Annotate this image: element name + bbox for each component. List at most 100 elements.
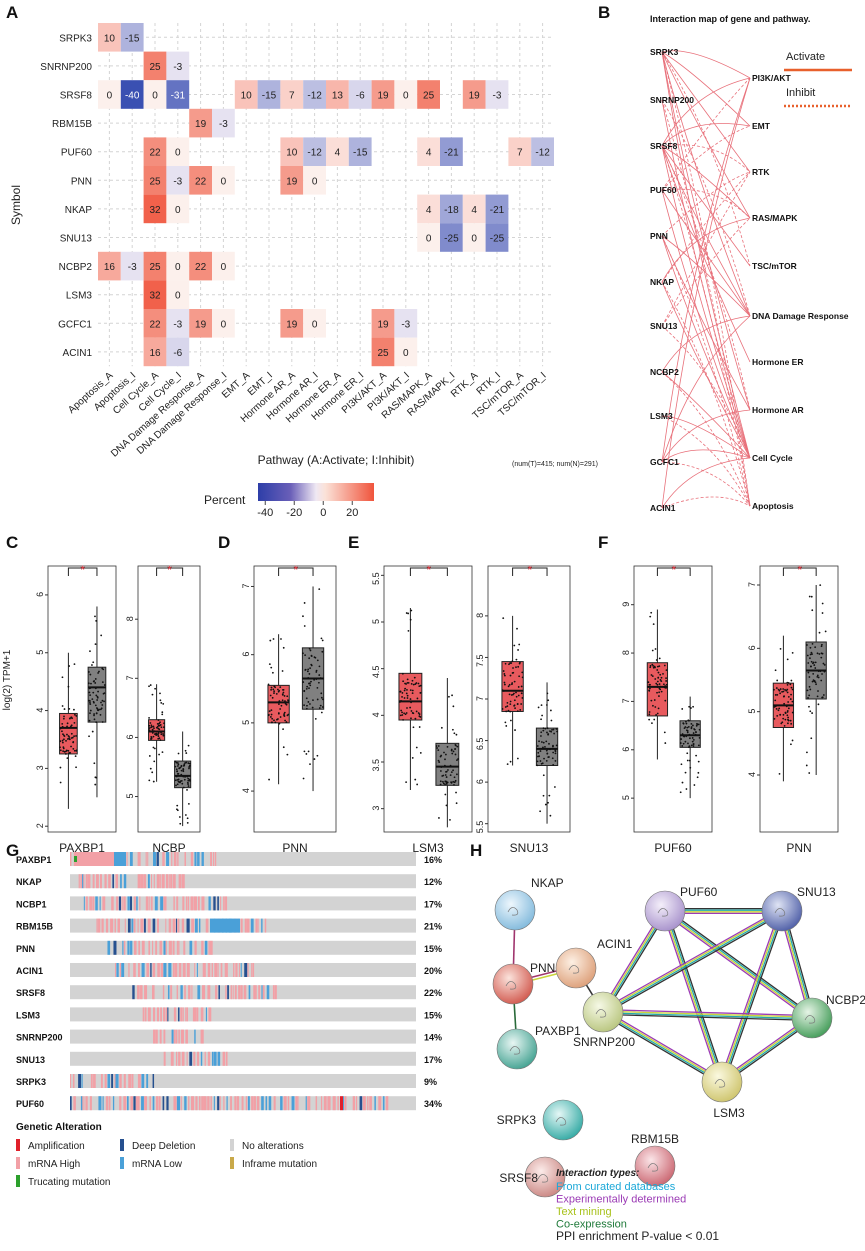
onco-alteration <box>378 1096 382 1111</box>
onco-alteration <box>172 874 176 889</box>
network-edge <box>661 99 751 507</box>
box-point <box>404 713 407 716</box>
onco-alteration <box>107 940 111 955</box>
box-point <box>62 750 65 753</box>
network-gene-snrnp200: SNRNP200 <box>650 95 694 105</box>
onco-alteration <box>137 1074 141 1088</box>
onco-alteration <box>226 1096 228 1111</box>
onco-alteration <box>204 940 208 955</box>
box-point <box>787 718 789 721</box>
ppi-edge <box>719 909 781 1082</box>
boxplot-frame <box>633 565 713 833</box>
onco-alteration <box>89 896 93 911</box>
onco-legend-swatch <box>230 1139 234 1151</box>
box-point <box>697 771 700 774</box>
box-body <box>398 672 423 721</box>
network-edge <box>661 77 751 191</box>
box-point <box>75 735 77 737</box>
box-point <box>149 722 152 724</box>
box-point <box>308 647 311 650</box>
box-point <box>66 757 69 760</box>
onco-alteration <box>222 1051 226 1066</box>
box-point <box>810 665 812 668</box>
heatmap-cell-value: -6 <box>356 91 365 102</box>
onco-alteration <box>213 1051 217 1066</box>
box-point <box>540 735 542 737</box>
onco-alteration <box>146 1074 149 1088</box>
box-point <box>820 645 823 648</box>
onco-alteration <box>178 1051 181 1066</box>
network-edge <box>661 217 751 283</box>
box-point <box>409 698 412 700</box>
box-point <box>456 759 458 762</box>
onco-alteration <box>272 985 275 1000</box>
box-point <box>813 664 816 666</box>
onco-alteration <box>137 852 141 866</box>
box-point <box>692 745 695 747</box>
box-point <box>660 680 663 683</box>
onco-alteration <box>133 896 136 911</box>
heatmap-cell <box>326 80 349 109</box>
box-point <box>775 687 778 689</box>
box-point <box>311 706 314 709</box>
heatmap-cell <box>143 166 167 195</box>
box-point <box>783 702 786 705</box>
box-point <box>445 776 448 778</box>
boxplot-tick-label: 4 <box>371 712 381 717</box>
onco-alteration <box>102 896 106 911</box>
heatmap-cell-value: 19 <box>286 319 298 330</box>
box-point <box>399 690 402 693</box>
boxplot-tick-label: 5 <box>241 720 251 725</box>
heatmap-cell-value: 32 <box>149 205 161 216</box>
onco-alteration <box>70 852 72 866</box>
box-point <box>187 762 190 765</box>
box-point <box>286 695 289 698</box>
onco-alteration <box>190 896 194 911</box>
box-point <box>74 755 77 758</box>
box-point <box>98 670 100 673</box>
ppi-node-nkap: NKAP <box>494 876 564 931</box>
box-point <box>153 760 156 763</box>
onco-alteration <box>173 1007 177 1022</box>
boxplot-tick-label: 6 <box>475 779 485 784</box>
box-point <box>273 719 275 722</box>
onco-alteration <box>213 896 216 911</box>
box-point <box>552 751 555 754</box>
network-pathway-apoptosis: Apoptosis <box>752 501 794 511</box>
onco-alteration <box>225 1051 228 1066</box>
box-point <box>91 664 93 666</box>
box-point <box>403 689 406 692</box>
box-point <box>513 704 515 707</box>
box-point <box>59 749 62 752</box>
ppi-node-sphere <box>555 947 597 989</box>
box-point <box>810 651 813 654</box>
onco-alteration <box>374 1096 376 1111</box>
heatmap-cell <box>189 309 212 338</box>
box-point <box>552 763 555 766</box>
sig-star: * <box>293 563 298 577</box>
onco-alteration <box>160 874 162 889</box>
box-point <box>97 672 100 674</box>
box-point <box>401 714 404 716</box>
box-point <box>808 694 811 697</box>
onco-alteration <box>217 1096 220 1111</box>
box-point <box>504 721 507 724</box>
box-point <box>665 677 667 680</box>
box-point <box>808 676 811 678</box>
box-point <box>515 666 517 669</box>
box-point <box>176 804 179 807</box>
heatmap-cell <box>143 251 167 281</box>
onco-alteration <box>291 1096 295 1111</box>
ppi-node-structure <box>804 1015 816 1024</box>
box-point <box>96 707 98 709</box>
box-point <box>406 707 408 709</box>
onco-alteration <box>208 940 210 955</box>
network-edge <box>661 281 751 459</box>
onco-alteration <box>155 1096 159 1111</box>
box-point <box>656 691 658 694</box>
box-point <box>411 757 414 759</box>
box-point <box>411 692 414 695</box>
box-point <box>401 692 404 694</box>
network-edge <box>661 325 751 459</box>
